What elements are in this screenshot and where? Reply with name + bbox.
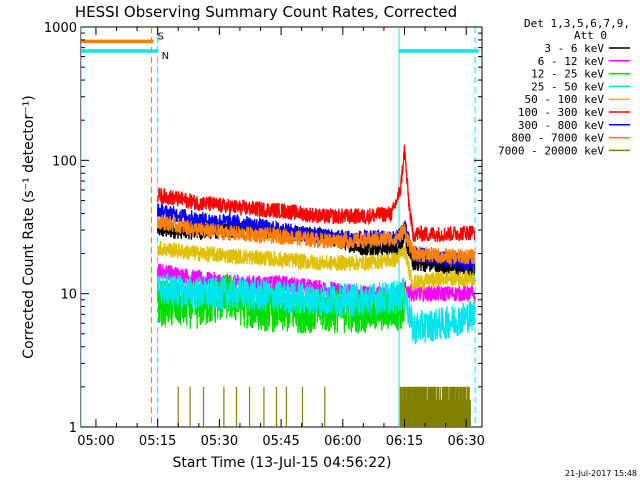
series-800-7000keV-kev	[157, 214, 476, 265]
legend-entry: 25 - 50 keV	[531, 80, 604, 93]
legend-header: Det 1,3,5,6,7,9,	[524, 17, 630, 30]
x-tick-label: 05:45	[262, 434, 299, 449]
series-25-50keV-kev	[157, 272, 476, 345]
x-tick-label: 05:15	[139, 434, 176, 449]
series-line	[157, 214, 476, 265]
series-100-300keV-kev	[157, 144, 476, 243]
x-tick-label: 06:15	[386, 434, 423, 449]
x-axis-label: Start Time (13-Jul-15 04:56:22)	[172, 455, 391, 471]
legend-entry: 12 - 25 keV	[531, 68, 604, 81]
legend-header-att: Att 0	[574, 29, 607, 42]
legend-entry: 800 - 7000 keV	[511, 132, 604, 145]
series-50-100keV-kev	[157, 240, 476, 292]
series-7000-20000keV-kev	[177, 386, 471, 427]
x-tick-label: 05:30	[201, 434, 238, 449]
y-axis-label: Corrected Count Rate (s⁻¹ detector⁻¹)	[21, 95, 37, 358]
legend-entry: 3 - 6 keV	[544, 42, 604, 55]
legend-entry: 7000 - 20000 keV	[498, 144, 604, 157]
y-tick-label: 1	[69, 421, 77, 436]
x-tick-label: 06:00	[324, 434, 361, 449]
flag-label-n: N	[162, 51, 169, 62]
series-line	[157, 240, 476, 292]
series-line	[157, 272, 476, 345]
y-tick-label: 100	[52, 154, 77, 169]
legend-entry: 100 - 300 keV	[518, 106, 604, 119]
y-tick-label: 1000	[44, 21, 77, 36]
legend-entry: 6 - 12 keV	[538, 55, 605, 68]
footer-date: 21-Jul-2017 15:48	[565, 469, 637, 478]
x-tick-label: 05:00	[77, 434, 114, 449]
x-tick-label: 06:30	[447, 434, 484, 449]
axis-ticks: 05:00 05:15 05:30 05:45 06:00 06:15 06:30 1 10 10…	[44, 21, 485, 449]
flag-label-s: S	[158, 31, 164, 42]
y-tick-label: 10	[60, 288, 77, 303]
legend-entry: 300 - 800 keV	[518, 119, 604, 132]
chart-title: HESSI Observing Summary Count Rates, Cor…	[75, 3, 457, 21]
series-line	[157, 144, 476, 243]
legend-entry: 50 - 100 keV	[525, 93, 605, 106]
